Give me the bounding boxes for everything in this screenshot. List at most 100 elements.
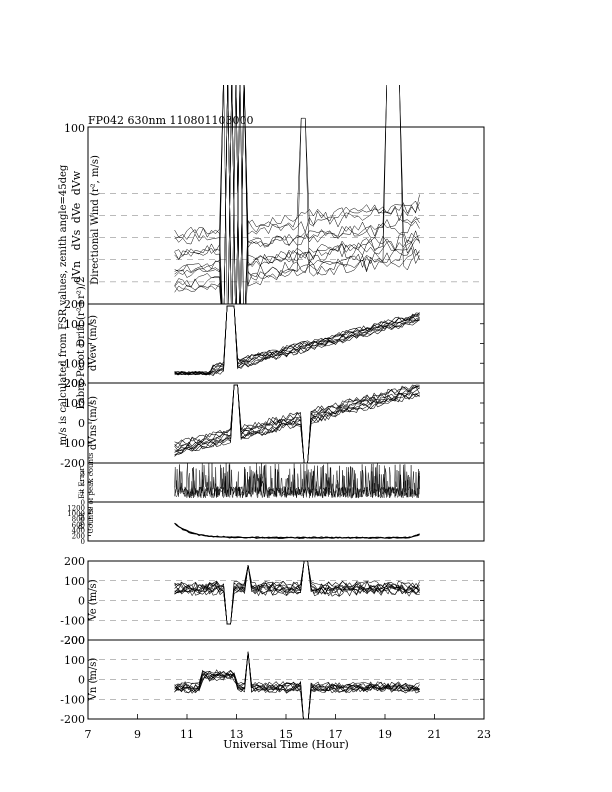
row-label: dVn: [70, 261, 83, 283]
y-tick-label: -100: [60, 614, 85, 627]
y-tick-label: 1: [81, 489, 85, 497]
y-axis-label: dVns (m/s): [88, 396, 99, 450]
panel-frame: [87, 303, 485, 384]
data-line: [174, 384, 420, 463]
y-tick-label: 200: [64, 377, 85, 390]
data-line: [174, 384, 420, 463]
data-line: [174, 305, 420, 376]
y-axis-label: Vn (m/s): [88, 658, 99, 702]
x-tick-label: 23: [477, 728, 491, 741]
data-line: [174, 384, 420, 463]
data-line: [174, 522, 420, 539]
row-label: dVw: [70, 170, 83, 195]
data-line: [174, 305, 420, 375]
data-line: [174, 85, 420, 304]
y-tick-label: 100: [64, 318, 85, 331]
y-tick-label: 0: [78, 674, 85, 687]
y-tick-label: 0: [81, 538, 85, 546]
y-tick-label: 400: [72, 527, 85, 535]
data-line: [174, 305, 420, 376]
y-tick-label: 100: [64, 122, 85, 135]
y-tick-label: -100: [60, 357, 85, 370]
data-line: [174, 561, 420, 625]
data-line: [174, 561, 420, 625]
y-tick-label: 100: [64, 575, 85, 588]
data-line: [174, 463, 420, 499]
y-tick-label: 100: [64, 654, 85, 667]
data-line: [174, 305, 420, 376]
data-line: [174, 561, 420, 625]
data-line: [174, 561, 420, 625]
y-tick-label: 0: [78, 595, 85, 608]
x-tick-label: 21: [428, 728, 442, 741]
x-axis-label: Universal Time (Hour): [223, 738, 349, 751]
data-line: [174, 85, 420, 304]
x-tick-label: 13: [230, 728, 244, 741]
data-line: [174, 651, 420, 719]
data-line: [174, 384, 420, 463]
y-tick-label: -200: [60, 634, 85, 647]
y-tick-label: 200: [72, 532, 85, 540]
data-line: [174, 651, 420, 719]
y-axis-label: Peak: [78, 512, 86, 530]
panel-frame: [87, 382, 485, 464]
data-line: [174, 384, 420, 463]
data-line: [174, 463, 420, 499]
y-tick-label: -100: [60, 437, 85, 450]
data-line: [174, 85, 420, 304]
y-tick-label: 200: [64, 634, 85, 647]
data-line: [174, 561, 420, 625]
y-tick-label: -100: [60, 693, 85, 706]
data-line: [174, 85, 420, 304]
y-axis-label: Directional Wind (r², m/s): [90, 155, 101, 285]
x-tick-label: 9: [134, 728, 141, 741]
data-line: [174, 561, 420, 625]
y-axis-label: Counts: [87, 508, 95, 533]
x-tick-label: 7: [85, 728, 92, 741]
data-line: [174, 384, 420, 463]
data-line: [174, 651, 420, 719]
y-axis-label: Fabry-Perot Drift (r²+r²)/2: [76, 276, 87, 409]
chart-title: FP042 630nm 110801103000: [88, 114, 254, 127]
x-axis-ticks: 7 9 11 13 15 17 19 21 23: [85, 714, 491, 741]
data-line: [174, 85, 420, 304]
panel-frame: [87, 501, 485, 542]
data-line: [174, 651, 420, 719]
data-line: [174, 561, 420, 625]
data-line: [174, 463, 420, 499]
data-line: [174, 85, 420, 304]
data-line: [174, 85, 420, 304]
x-tick-label: 17: [329, 728, 343, 741]
y-tick-label: 800: [72, 516, 85, 524]
y-tick-label: 1000: [67, 510, 85, 518]
y-tick-label: 1200: [67, 505, 85, 513]
data-line: [174, 384, 420, 463]
data-line: [174, 305, 420, 376]
data-line: [174, 305, 420, 375]
data-line: [174, 305, 420, 376]
data-line: [174, 305, 420, 377]
data-line: [174, 305, 420, 376]
y-tick-label: 600: [72, 521, 85, 529]
y-tick-label: 0: [78, 417, 85, 430]
y-tick-label: -200: [60, 457, 85, 470]
data-line: [174, 561, 420, 625]
data-line: [174, 651, 420, 719]
y-tick-label: -200: [60, 713, 85, 726]
data-line: [174, 85, 420, 304]
y-tick-label: 200: [64, 555, 85, 568]
data-line: [174, 384, 420, 463]
y-tick-label: 2: [81, 480, 85, 488]
y-axis-label: Fit Error: [78, 467, 86, 499]
y-tick-label: 100: [64, 397, 85, 410]
x-tick-label: 15: [279, 728, 293, 741]
left-note: m/s is calculated from FSR values, zenit…: [58, 164, 69, 445]
row-label: dVe: [70, 203, 83, 224]
data-line: [174, 384, 420, 463]
data-line: [174, 384, 420, 463]
x-tick-label: 19: [378, 728, 392, 741]
data-line: [174, 85, 420, 304]
x-tick-label: 11: [180, 728, 194, 741]
